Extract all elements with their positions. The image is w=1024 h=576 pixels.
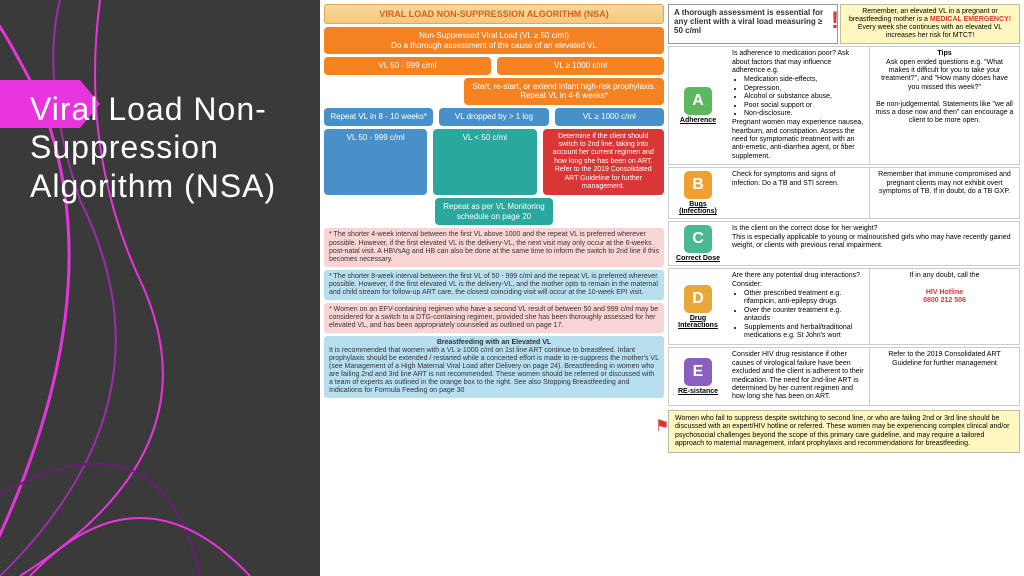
content-E: Consider HIV drug resistance if other ca… — [727, 348, 869, 404]
emerg-alert: MEDICAL EMERGENCY! — [930, 16, 1011, 23]
branch-right: VL ≥ 1000 c/ml — [497, 57, 664, 75]
bD2: Supplements and herbal/traditional medic… — [744, 324, 864, 341]
row-C: C Correct Dose Is the client on the corr… — [668, 221, 1020, 266]
content-A: Is adherence to medication poor? Ask abo… — [727, 47, 869, 164]
bD0: Other prescribed treatment e.g. rifampic… — [744, 290, 864, 307]
bottom-text: Women who fail to suppress despite switc… — [675, 415, 1009, 447]
vl50-999: VL 50 - 999 c/ml — [324, 129, 427, 196]
hotline: HIV Hotline — [926, 289, 963, 296]
bA0: Medication side-effects, — [744, 76, 864, 84]
bD1: Over the counter treatment e.g. antacids — [744, 307, 864, 324]
letter-A: A — [684, 87, 712, 115]
tips-D-text: If in any doubt, call the — [909, 272, 979, 279]
label-C: Correct Dose — [676, 255, 720, 262]
row-D: D Drug Interactions Are there any potent… — [668, 268, 1020, 345]
content-A-text: Is adherence to medication poor? Ask abo… — [732, 50, 849, 74]
content-C: Is the client on the correct dose for he… — [727, 222, 1019, 265]
note4: Breastfeeding with an Elevated VL It is … — [324, 336, 664, 398]
tips-E: Refer to the 2019 Consolidated ART Guide… — [869, 348, 1019, 404]
row-A: A Adherence Is adherence to medication p… — [668, 46, 1020, 165]
repeat-left: Repeat VL in 8 - 10 weeks* — [324, 108, 433, 126]
extra-A: Pregnant women may experience nausea, he… — [732, 119, 863, 160]
bullets-A: Medication side-effects, Depression, Alc… — [732, 76, 864, 118]
root-box: Non-Suppressed Viral Load (VL ≥ 50 c/ml)… — [324, 27, 664, 54]
algo-title: VIRAL LOAD NON-SUPPRESSION ALGORITHM (NS… — [324, 4, 664, 24]
branch-left: VL 50 - 999 c/ml — [324, 57, 491, 75]
tips-B: Remember that immune compromised and pre… — [869, 168, 1019, 218]
letter-C: C — [684, 225, 712, 253]
bA1: Depression, — [744, 85, 864, 93]
sidebar-panel: Viral Load Non-Suppression Algorithm (NS… — [0, 0, 320, 576]
bA3: Poor social support or — [744, 102, 864, 110]
letter-B: B — [684, 171, 712, 199]
content-D: Are there any potential drug interaction… — [727, 269, 869, 344]
vl-lt-50: VL < 50 c/ml — [433, 129, 536, 196]
flag-icon: ⚑ — [655, 417, 669, 436]
flowchart-column: VIRAL LOAD NON-SUPPRESSION ALGORITHM (NS… — [324, 4, 664, 572]
letter-E: E — [684, 358, 712, 386]
row-B: B Bugs (Infections) Check for symptoms a… — [668, 167, 1020, 219]
bA4: Non-disclosure. — [744, 110, 864, 118]
exclaim-icon: ! — [831, 7, 839, 35]
label-E: RE-sistance — [678, 388, 718, 395]
label-D: Drug Interactions — [672, 315, 724, 329]
assess-header: A thorough assessment is essential for a… — [668, 4, 838, 44]
note4-title: Breastfeeding with an Elevated VL — [329, 339, 659, 347]
emergency-box: ! Remember, an elevated VL in a pregnant… — [840, 4, 1020, 44]
tips-A: Tips Ask open ended questions e.g. "What… — [869, 47, 1019, 164]
tips-title-A: Tips — [937, 50, 951, 57]
emerg-text2: Every week she continues with an elevate… — [858, 24, 1002, 39]
repeat-sched: Repeat as per VL Monitoring schedule on … — [435, 198, 552, 225]
bA2: Alcohol or substance abuse, — [744, 93, 864, 101]
bullets-D: Other prescribed treatment e.g. rifampic… — [732, 290, 864, 340]
note3: * Women on an EFV-containing regimen who… — [324, 303, 664, 333]
hotline-phone: 0800 212 506 — [923, 297, 966, 304]
slide-title: Viral Load Non-Suppression Algorithm (NS… — [30, 90, 320, 205]
tips-text-A: Ask open ended questions e.g. "What make… — [876, 59, 1014, 125]
note4-body: It is recommended that women with a VL ≥… — [329, 347, 659, 394]
letter-D: D — [684, 285, 712, 313]
note1: * The shorter 4-week interval between th… — [324, 228, 664, 266]
content-D-text: Are there any potential drug interaction… — [732, 272, 860, 287]
label-B: Bugs (Infections) — [672, 201, 724, 215]
note2: * The shorter 8-week interval between th… — [324, 270, 664, 300]
start-box: Start, re-start, or extend infant high-r… — [464, 78, 664, 105]
red-switch-box: Determine if the client should switch to… — [543, 129, 665, 196]
main-content: VIRAL LOAD NON-SUPPRESSION ALGORITHM (NS… — [320, 0, 1024, 576]
bottom-warning: ⚑ Women who fail to suppress despite swi… — [668, 410, 1020, 454]
label-A: Adherence — [680, 117, 716, 124]
vl-ge-1000: VL ≥ 1000 c/ml — [555, 108, 664, 126]
row-E: E RE-sistance Consider HIV drug resistan… — [668, 347, 1020, 405]
drop-box: VL dropped by > 1 log — [439, 108, 548, 126]
tips-D: If in any doubt, call the HIV Hotline 08… — [869, 269, 1019, 344]
assessment-column: A thorough assessment is essential for a… — [668, 4, 1020, 572]
content-B: Check for symptoms and signs of infectio… — [727, 168, 869, 218]
